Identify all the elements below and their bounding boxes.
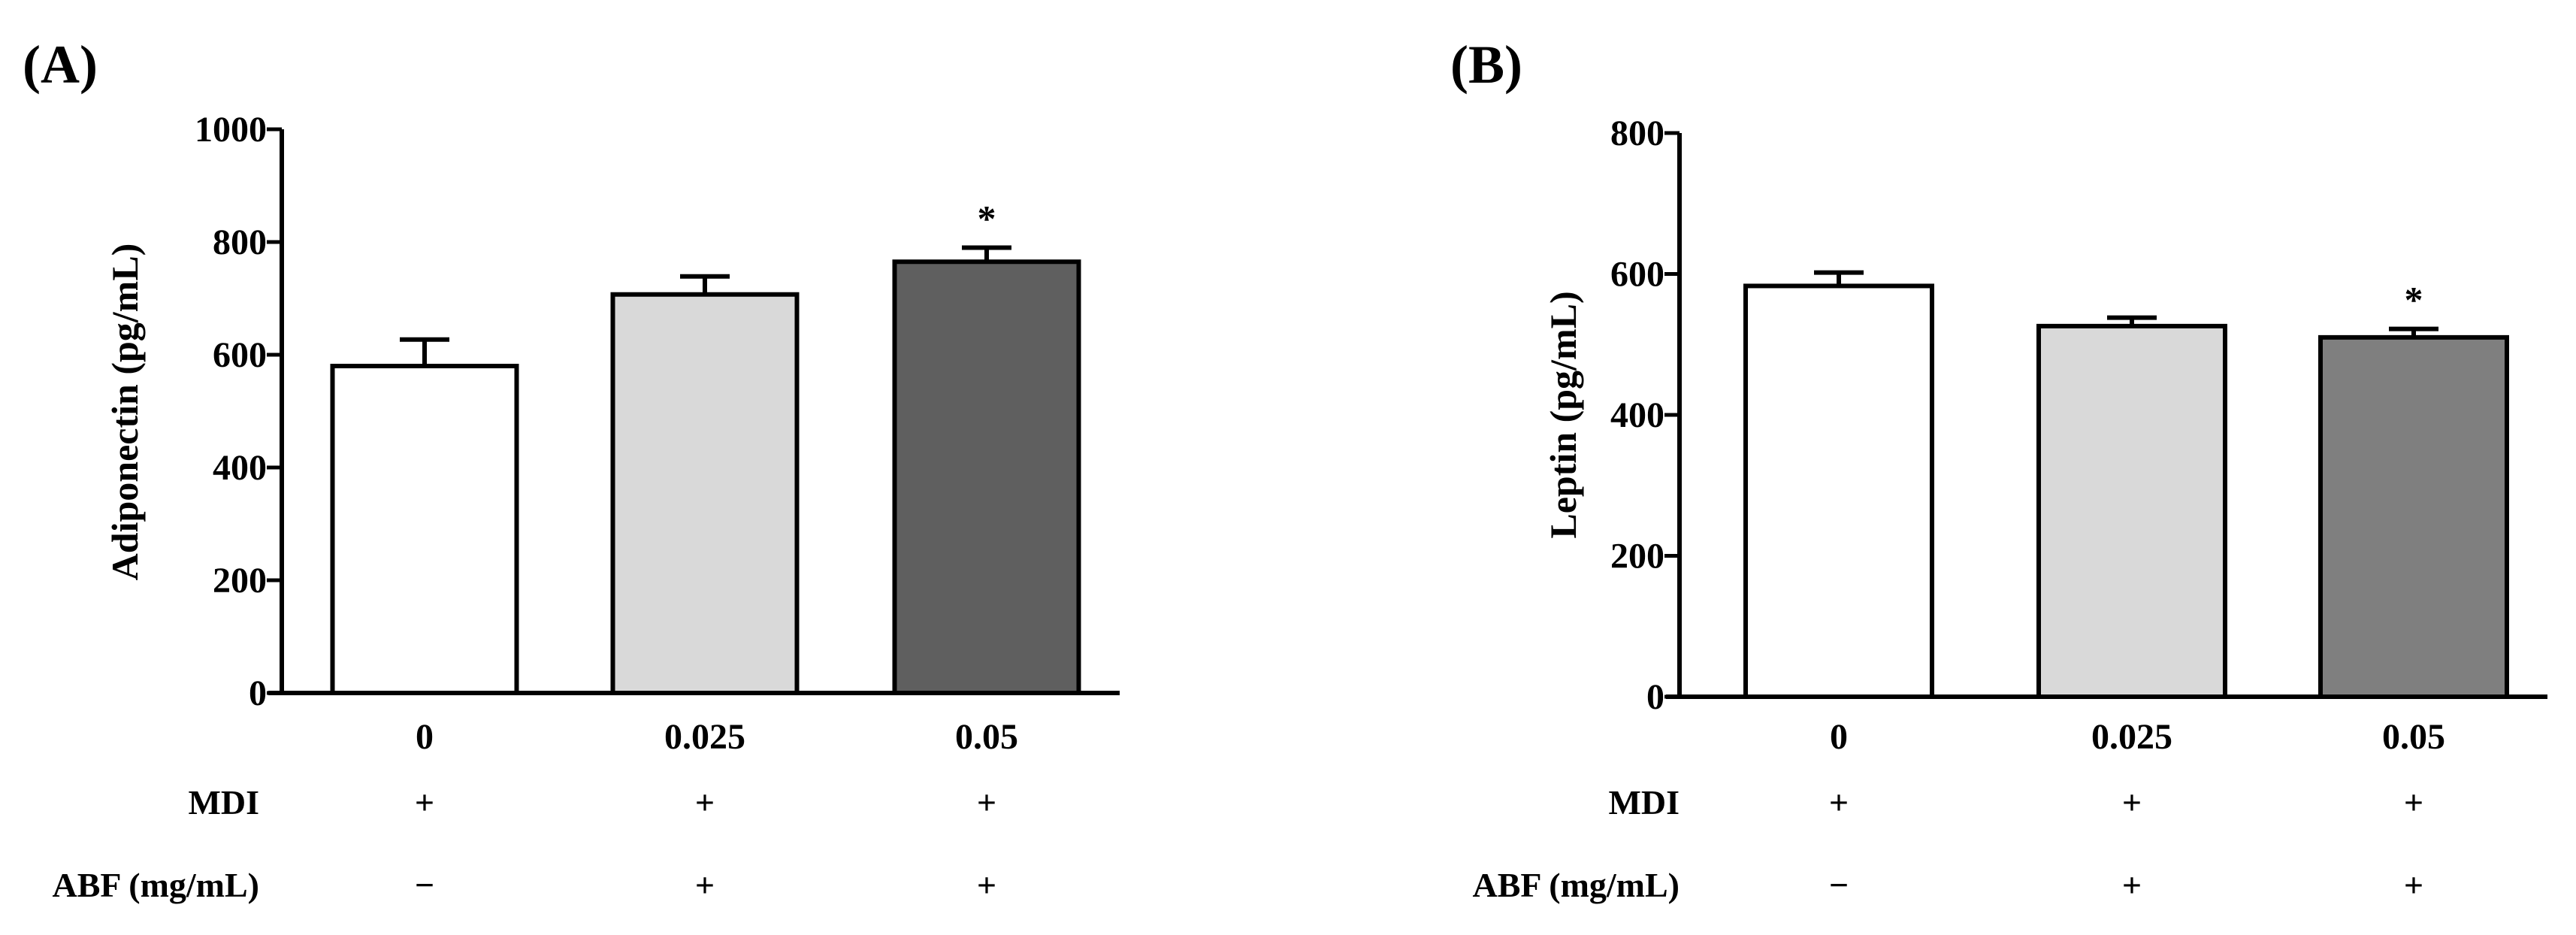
y-tick-label: 1000 bbox=[195, 110, 267, 150]
mdi-symbol: + bbox=[977, 783, 996, 822]
significance-marker: * bbox=[2405, 279, 2423, 321]
abf-symbol: − bbox=[1829, 866, 1849, 904]
significance-marker: * bbox=[978, 198, 996, 240]
bar bbox=[2036, 323, 2227, 699]
x-tick-label: 0.05 bbox=[955, 717, 1018, 757]
y-axis-title: Leptin (pg/mL) bbox=[1542, 291, 1584, 538]
abf-symbol: − bbox=[415, 866, 434, 904]
panel-label: (A) bbox=[23, 35, 98, 95]
abf-symbol: + bbox=[2404, 866, 2423, 904]
bar bbox=[2318, 334, 2509, 699]
bar bbox=[892, 259, 1081, 695]
mdi-symbol: + bbox=[415, 783, 434, 822]
panel-label: (B) bbox=[1450, 35, 1522, 95]
bar bbox=[1743, 283, 1934, 699]
y-tick-label: 800 bbox=[213, 222, 267, 262]
row-label-abf: ABF (mg/mL) bbox=[1472, 866, 1680, 904]
row-label-mdi: MDI bbox=[1608, 783, 1680, 822]
x-tick-label: 0 bbox=[416, 717, 434, 757]
y-tick-label: 800 bbox=[1610, 113, 1664, 153]
x-tick-label: 0.05 bbox=[2382, 717, 2445, 757]
abf-symbol: + bbox=[695, 866, 715, 904]
row-label-mdi: MDI bbox=[188, 783, 259, 822]
mdi-symbol: + bbox=[1829, 783, 1849, 822]
x-tick-label: 0.025 bbox=[664, 717, 745, 757]
bar bbox=[610, 292, 800, 695]
y-tick-label: 0 bbox=[249, 673, 267, 713]
x-tick-label: 0 bbox=[1830, 717, 1848, 757]
y-axis-title: Adiponectin (pg/mL) bbox=[104, 244, 146, 581]
panel-b: (B) Leptin (pg/mL) 0 200 400 600 800 0 + − 0.025 + +… bbox=[1450, 35, 2547, 904]
mdi-symbol: + bbox=[695, 783, 715, 822]
y-tick-label: 200 bbox=[213, 561, 267, 601]
y-tick-label: 600 bbox=[213, 335, 267, 375]
y-tick-label: 0 bbox=[1646, 677, 1664, 717]
y-tick-label: 600 bbox=[1610, 255, 1664, 295]
abf-symbol: + bbox=[977, 866, 996, 904]
y-tick-label: 400 bbox=[1610, 395, 1664, 435]
y-tick-label: 200 bbox=[1610, 537, 1664, 576]
abf-symbol: + bbox=[2122, 866, 2142, 904]
mdi-symbol: + bbox=[2122, 783, 2142, 822]
panel-a: (A) Adiponectin (pg/mL) 0 200 400 600 800 1000 0… bbox=[23, 35, 1120, 904]
y-tick-label: 400 bbox=[213, 448, 267, 488]
mdi-symbol: + bbox=[2404, 783, 2423, 822]
row-label-abf: ABF (mg/mL) bbox=[52, 866, 259, 904]
bar bbox=[330, 364, 519, 695]
x-tick-label: 0.025 bbox=[2091, 717, 2172, 757]
